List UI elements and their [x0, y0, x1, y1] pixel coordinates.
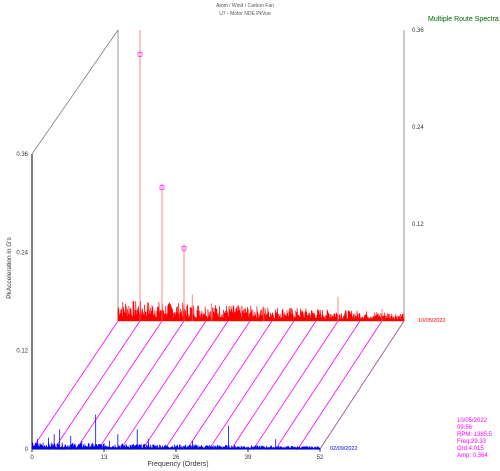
x-tick-label: 13 [101, 455, 108, 461]
peak-marker [137, 51, 143, 57]
cursor-time: 09:56 [457, 424, 473, 431]
y-tick-label-front: 0.24 [16, 250, 28, 256]
series-date-label: 10/05/2022 [418, 318, 446, 324]
series-back-spectrum: 10/05/2022 [117, 30, 446, 324]
depth-line [31, 320, 119, 450]
depth-line [186, 320, 273, 450]
y-tick-label-back: 0.24 [412, 125, 424, 131]
top-left-edge [31, 29, 119, 155]
bottom-right-edge [319, 320, 405, 450]
x-tick-label: 0 [30, 455, 34, 461]
chart-title: Multiple Route Spectra [428, 16, 499, 23]
peak-marker [159, 185, 165, 190]
cursor-info-panel: 10/05/2022 09:56 RPM: 1385.5 Freq:29.33 … [457, 418, 492, 459]
y-tick-label-back: 0.12 [412, 222, 424, 228]
depth-line [275, 320, 361, 450]
x-tick-label: 26 [173, 455, 180, 461]
cursor-amp: Amp: 0.364 [457, 452, 488, 459]
spectrum-noise [117, 300, 405, 322]
x-axis-label: Frequency (Orders) [147, 461, 208, 468]
cursor-date: 10/05/2022 [457, 418, 488, 424]
header-line2: U7 - Motor NDE PkVue [219, 11, 271, 17]
depth-line [253, 320, 339, 450]
series-date-label: 02/09/2022 [330, 446, 358, 452]
cursor-freq: Freq:29.33 [457, 438, 487, 445]
x-tick-label: 39 [245, 455, 252, 461]
depth-line [297, 320, 383, 450]
y-tick-label-back: 0.36 [412, 28, 424, 34]
depth-line [120, 320, 207, 450]
depth-line [75, 320, 163, 450]
tick-labels: 0 13 26 39 52 0 0.12 0.24 0.36 0.12 0.24 0.36 [16, 28, 424, 461]
depth-line [231, 320, 317, 450]
depth-line [53, 320, 141, 450]
y-axis-label: PkAcceleration in G's [6, 236, 13, 298]
y-tick-label-front: 0.36 [16, 152, 28, 158]
depth-line [142, 320, 229, 450]
y-tick-label-front: 0 [25, 447, 29, 453]
depth-line [208, 320, 295, 450]
cursor-rpm: RPM: 1385.5 [457, 431, 493, 438]
series-front-spectrum: 02/09/2022 [31, 414, 358, 452]
header-line1: Atom / Wind / Carbon Fan [216, 3, 274, 9]
spectrum-noise [31, 442, 321, 451]
axes-frame [31, 29, 405, 452]
y-tick-label-front: 0.12 [16, 349, 28, 355]
peak-marker [181, 245, 187, 251]
x-tick-label: 52 [317, 455, 324, 461]
depth-line [98, 320, 185, 450]
depth-line [164, 320, 251, 450]
cursor-ord: Ord:4.015 [457, 445, 484, 452]
